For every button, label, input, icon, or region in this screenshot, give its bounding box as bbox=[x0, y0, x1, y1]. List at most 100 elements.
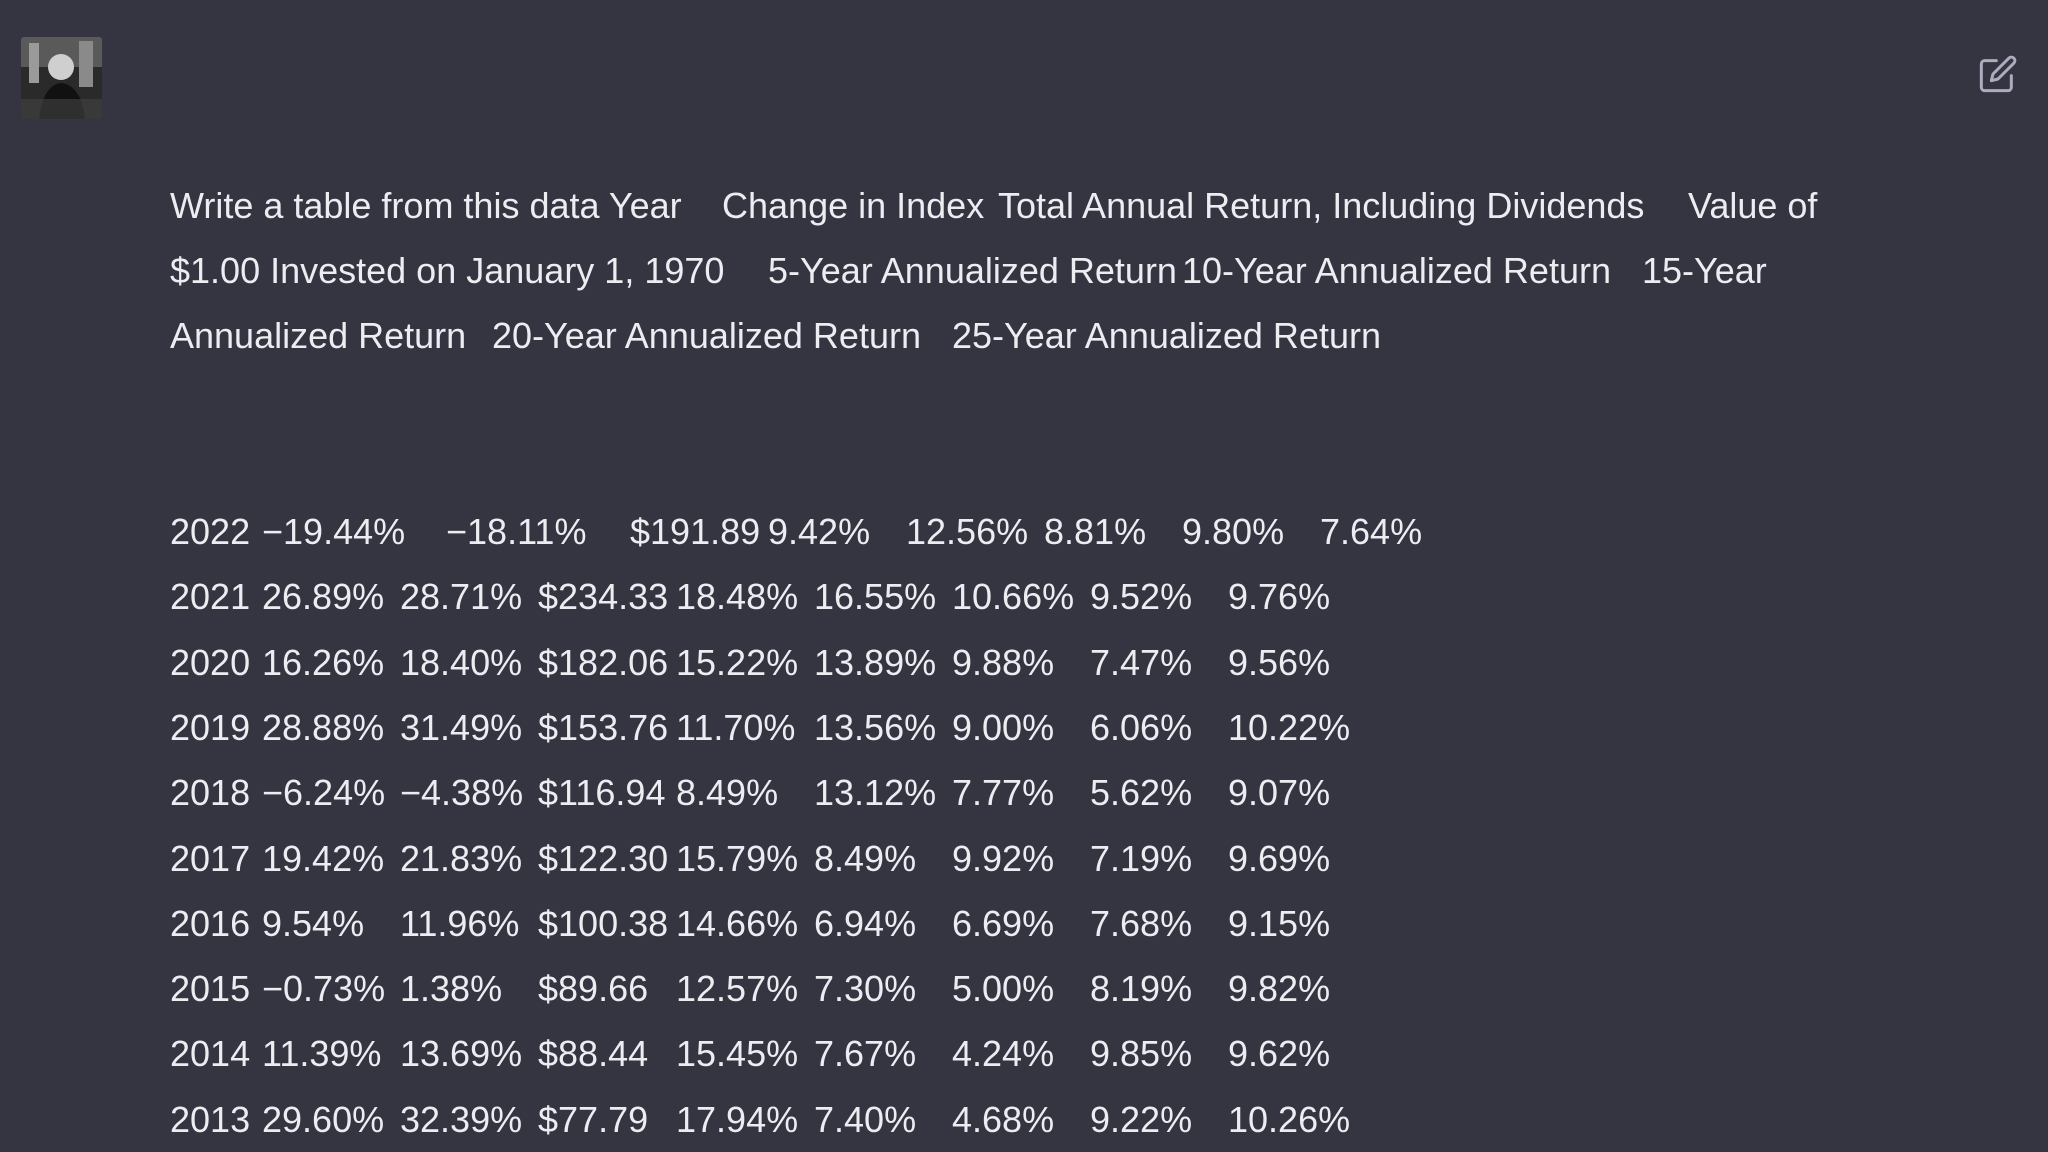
cell: 9.22% bbox=[1090, 1098, 1193, 1140]
cell: $122.30 bbox=[538, 837, 669, 879]
cell: 11.39% bbox=[262, 1033, 382, 1075]
cell: 1.38% bbox=[400, 968, 503, 1010]
cell: −0.73% bbox=[262, 968, 386, 1010]
cell: 15.79% bbox=[676, 837, 799, 879]
cell: 6.69% bbox=[952, 902, 1055, 944]
prompt: Write a table from this data bbox=[170, 184, 600, 226]
cell: −6.24% bbox=[262, 772, 386, 814]
cell: 9.54% bbox=[262, 902, 365, 944]
cell: −18.11% bbox=[446, 511, 587, 553]
cell: 4.68% bbox=[952, 1098, 1055, 1140]
chat-message: Write a table from this data Year Change… bbox=[21, 37, 2018, 1140]
user-avatar bbox=[21, 37, 102, 119]
column-name: 5-Year Annualized Return bbox=[768, 249, 1177, 291]
cell: 9.69% bbox=[1228, 837, 1331, 879]
cell: 21.83% bbox=[400, 837, 523, 879]
cell: 5.00% bbox=[952, 968, 1055, 1010]
cell: 10.22% bbox=[1228, 706, 1351, 748]
cell: 2018 bbox=[170, 772, 251, 814]
data-row: 2020 16.26% 18.40% $182.06 15.22% 13.89%… bbox=[170, 630, 1910, 695]
cell: 13.69% bbox=[400, 1033, 523, 1075]
cell: 26.89% bbox=[262, 576, 385, 618]
column-name: Total Annual Return, Including Dividends bbox=[998, 184, 1645, 226]
cell: $88.44 bbox=[538, 1033, 649, 1075]
cell: 2014 bbox=[170, 1033, 251, 1075]
cell: −19.44% bbox=[262, 511, 406, 553]
cell: 9.56% bbox=[1228, 641, 1331, 683]
cell: 9.92% bbox=[952, 837, 1055, 879]
column-name: Year bbox=[608, 184, 682, 226]
cell: 2017 bbox=[170, 837, 251, 879]
cell: 7.40% bbox=[814, 1098, 917, 1140]
cell: 7.77% bbox=[952, 772, 1055, 814]
cell: 7.30% bbox=[814, 968, 917, 1010]
cell: 16.55% bbox=[814, 576, 937, 618]
cell: 28.71% bbox=[400, 576, 523, 618]
cell: 12.56% bbox=[906, 511, 1029, 553]
cell: 9.88% bbox=[952, 641, 1055, 683]
cell: $100.38 bbox=[538, 902, 669, 944]
column-name: 20-Year Annualized Return bbox=[492, 315, 921, 357]
cell: 8.19% bbox=[1090, 968, 1193, 1010]
cell: $191.89 bbox=[630, 511, 761, 553]
column-name: 15-Year Annualized Return bbox=[170, 249, 1775, 357]
cell: 10.66% bbox=[952, 576, 1075, 618]
cell: 13.89% bbox=[814, 641, 937, 683]
data-row: 2017 19.42% 21.83% $122.30 15.79% 8.49% … bbox=[170, 826, 1910, 891]
cell: 18.48% bbox=[676, 576, 799, 618]
cell: 7.67% bbox=[814, 1033, 917, 1075]
cell: 5.62% bbox=[1090, 772, 1193, 814]
cell: 4.24% bbox=[952, 1033, 1055, 1075]
cell: 13.12% bbox=[814, 772, 937, 814]
cell: 7.47% bbox=[1090, 641, 1193, 683]
cell: 7.64% bbox=[1320, 511, 1423, 553]
cell: $182.06 bbox=[538, 641, 669, 683]
cell: 2015 bbox=[170, 968, 251, 1010]
column-name: 25-Year Annualized Return bbox=[952, 315, 1381, 357]
cell: 14.66% bbox=[676, 902, 799, 944]
data-row: 2013 29.60% 32.39% $77.79 17.94% 7.40% 4… bbox=[170, 1087, 1910, 1152]
cell: 10.26% bbox=[1228, 1098, 1351, 1140]
cell: $234.33 bbox=[538, 576, 669, 618]
cell: 2016 bbox=[170, 902, 251, 944]
cell: 16.26% bbox=[262, 641, 385, 683]
cell: $153.76 bbox=[538, 706, 669, 748]
cell: 11.96% bbox=[400, 902, 520, 944]
data-row: 2014 11.39% 13.69% $88.44 15.45% 7.67% 4… bbox=[170, 1021, 1910, 1086]
edit-button[interactable] bbox=[1978, 54, 2018, 94]
cell: 31.49% bbox=[400, 706, 523, 748]
cell: 32.39% bbox=[400, 1098, 523, 1140]
cell: −4.38% bbox=[400, 772, 524, 814]
column-name: Value of $1.00 Invested on January 1, 19… bbox=[170, 184, 1828, 291]
data-row: 2018 −6.24% −4.38% $116.94 8.49% 13.12% … bbox=[170, 760, 1910, 825]
data-row: 2022 −19.44% −18.11% $191.89 9.42% 12.56… bbox=[170, 499, 1910, 564]
cell: 9.82% bbox=[1228, 968, 1331, 1010]
cell: 2022 bbox=[170, 511, 251, 553]
cell: 9.42% bbox=[768, 511, 871, 553]
data-row: 2019 28.88% 31.49% $153.76 11.70% 13.56%… bbox=[170, 695, 1910, 760]
cell: 2021 bbox=[170, 576, 251, 618]
cell: 19.42% bbox=[262, 837, 385, 879]
cell: 8.49% bbox=[676, 772, 779, 814]
column-name: Change in Index bbox=[722, 184, 985, 226]
cell: $77.79 bbox=[538, 1098, 649, 1140]
column-name: 10-Year Annualized Return bbox=[1182, 249, 1611, 291]
cell: 13.56% bbox=[814, 706, 937, 748]
cell: 2019 bbox=[170, 706, 251, 748]
cell: 8.49% bbox=[814, 837, 917, 879]
cell: 29.60% bbox=[262, 1098, 385, 1140]
cell: 15.45% bbox=[676, 1033, 799, 1075]
data-row: 2016 9.54% 11.96% $100.38 14.66% 6.94% 6… bbox=[170, 891, 1910, 956]
cell: 2013 bbox=[170, 1098, 251, 1140]
data-row: 2015 −0.73% 1.38% $89.66 12.57% 7.30% 5.… bbox=[170, 956, 1910, 1021]
cell: 17.94% bbox=[676, 1098, 799, 1140]
cell: $89.66 bbox=[538, 968, 649, 1010]
cell: 15.22% bbox=[676, 641, 799, 683]
cell: 9.15% bbox=[1228, 902, 1331, 944]
cell: 12.57% bbox=[676, 968, 799, 1010]
cell: 9.80% bbox=[1182, 511, 1285, 553]
message-intro: Write a table from this data Year Change… bbox=[170, 173, 1910, 369]
data-row: 2021 26.89% 28.71% $234.33 18.48% 16.55%… bbox=[170, 564, 1910, 629]
cell: 9.62% bbox=[1228, 1033, 1331, 1075]
cell: 11.70% bbox=[676, 706, 796, 748]
